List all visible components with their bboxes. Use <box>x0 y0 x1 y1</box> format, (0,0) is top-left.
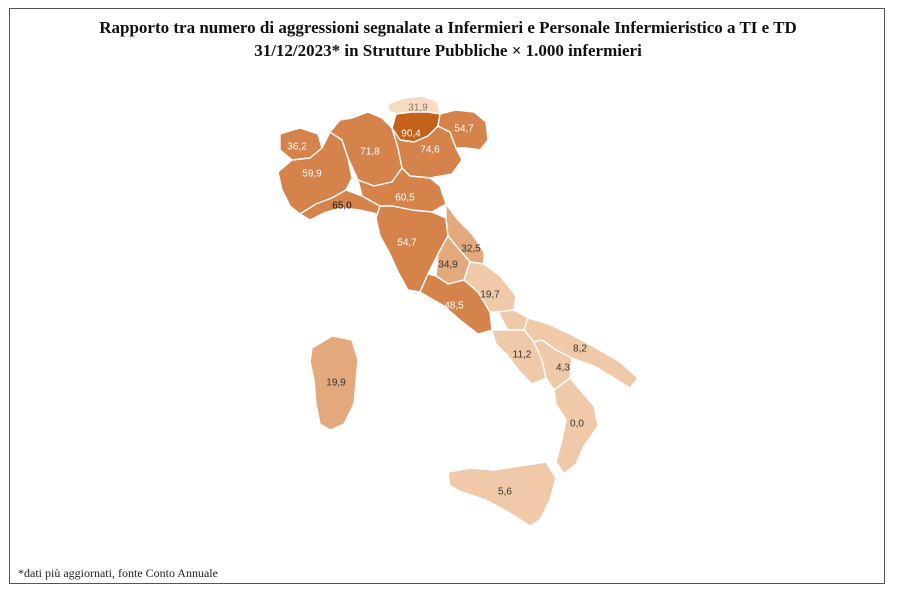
region-friuli-venezia-giulia <box>437 109 489 151</box>
region-label-sardegna: 19,9 <box>326 378 346 389</box>
region-sardegna <box>309 335 359 431</box>
region-label-alto-adige: 31,9 <box>408 103 428 114</box>
region-molise <box>497 309 529 331</box>
region-label-lazio: 48,5 <box>444 301 464 312</box>
region-label-piemonte: 59,9 <box>302 169 322 180</box>
title-line-2: 31/12/2023* in Strutture Pubbliche × 1.0… <box>254 41 642 60</box>
region-label-emilia-romagna: 60,5 <box>395 193 415 204</box>
region-label-lombardia: 71,8 <box>360 147 380 158</box>
region-label-calabria: 0,0 <box>570 419 584 430</box>
region-label-campania: 11,2 <box>513 350 532 361</box>
region-label-marche: 32,5 <box>461 244 481 255</box>
region-calabria <box>553 377 599 475</box>
map-title: Rapporto tra numero di aggressioni segna… <box>10 16 886 62</box>
region-label-liguria: 65,0 <box>332 201 352 212</box>
region-label-puglia: 8,2 <box>573 344 587 355</box>
region-label-sicilia: 5,6 <box>498 487 512 498</box>
region-label-trentino: 90,4 <box>401 129 421 140</box>
region-label-veneto: 74,6 <box>420 145 440 156</box>
region-label-basilicata: 4,3 <box>556 363 570 374</box>
region-label-abruzzo: 19,7 <box>480 290 500 301</box>
region-label-friuli-venezia-giulia: 54,7 <box>454 124 474 135</box>
region-label-umbria: 34,9 <box>438 260 458 271</box>
regions-layer <box>277 95 639 527</box>
region-label-valle-d-aosta: 36,2 <box>287 142 307 153</box>
footnote: *dati più aggiornati, fonte Conto Annual… <box>18 566 218 580</box>
title-line-1: Rapporto tra numero di aggressioni segna… <box>99 18 797 37</box>
region-label-toscana: 54,7 <box>397 238 417 249</box>
region-sicilia <box>447 461 557 527</box>
labels-layer: 36,2 59,9 65,0 71,8 31,9 90,4 74,6 54,7 60,5 54,7… <box>287 103 587 498</box>
